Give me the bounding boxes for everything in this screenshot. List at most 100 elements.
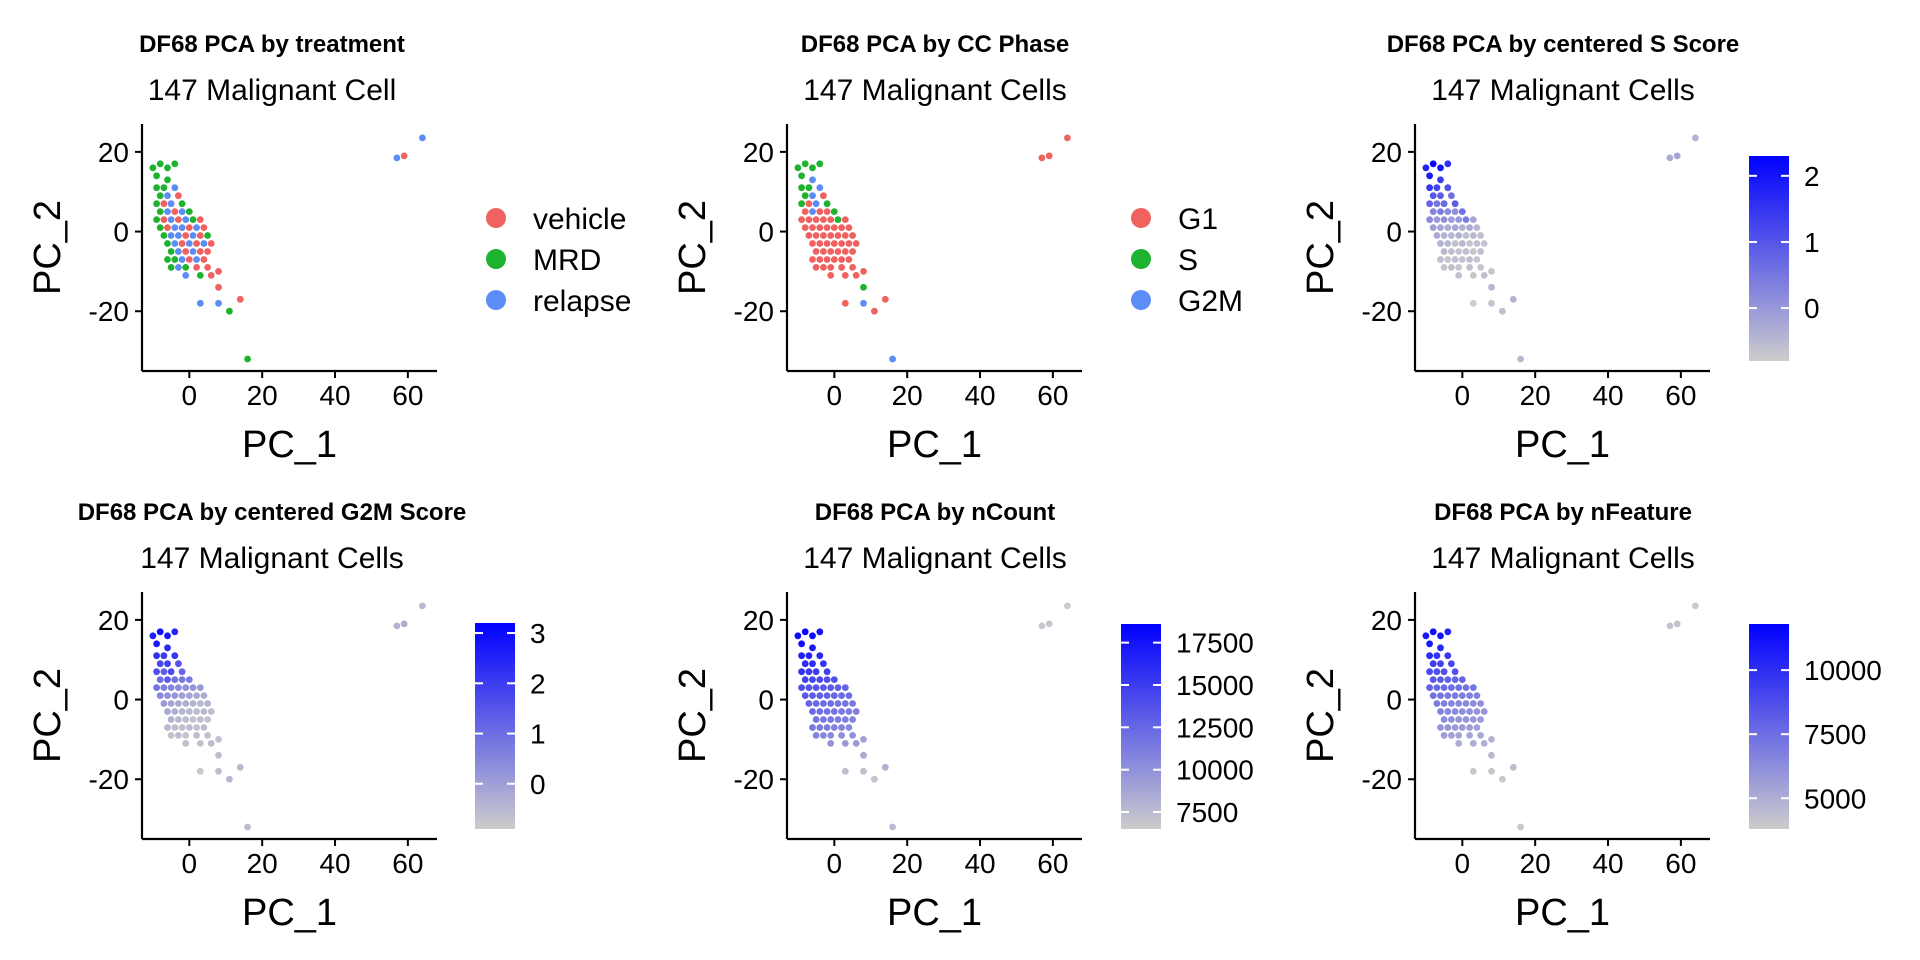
scatter-point [1444, 256, 1452, 263]
scatter-point [1440, 232, 1448, 239]
scatter-point [175, 248, 182, 255]
panel-subtitle: 147 Malignant Cell [148, 74, 396, 107]
scatter-point [816, 184, 824, 192]
scatter-point [178, 200, 186, 208]
scatter-point [823, 724, 831, 731]
scatter-point [820, 192, 827, 200]
scatter-point [153, 668, 161, 676]
scatter-point [852, 240, 860, 247]
scatter-point [189, 716, 197, 723]
scatter-point [1455, 232, 1463, 239]
scatter-point [419, 134, 426, 142]
scatter-point [834, 232, 842, 239]
scatter-point [1469, 767, 1477, 775]
scatter-point [1426, 184, 1433, 192]
scatter-point [175, 716, 182, 723]
scatter-point [1466, 724, 1473, 731]
scatter-point [193, 708, 201, 715]
scatter-point [204, 732, 212, 739]
scatter-point [164, 176, 171, 184]
x-tick-label: 20 [1520, 848, 1551, 879]
scatter-point [1477, 232, 1484, 239]
panel-title: DF68 PCA by treatment [139, 31, 405, 58]
scatter-point [823, 200, 831, 208]
colorbar-label: 12500 [1176, 712, 1254, 743]
scatter-point [1429, 208, 1437, 216]
scatter-point [809, 192, 816, 200]
scatter-point [1444, 692, 1452, 699]
scatter-point [1444, 708, 1452, 715]
scatter-point [193, 256, 201, 263]
scatter-point [1499, 775, 1506, 783]
scatter-point [164, 256, 171, 263]
scatter-point [1437, 644, 1444, 652]
scatter-point [1429, 192, 1437, 200]
scatter-point [244, 823, 252, 831]
scatter-point [156, 224, 164, 232]
scatter-point [809, 256, 816, 263]
scatter-point [153, 172, 161, 180]
scatter-point [185, 240, 193, 247]
y-tick-label: 0 [113, 217, 129, 248]
colorbar-label: 0 [1804, 293, 1820, 324]
panel-title: DF68 PCA by centered G2M Score [78, 499, 467, 526]
scatter-point [834, 716, 842, 723]
scatter-point [849, 248, 856, 255]
scatter-point [167, 232, 175, 239]
scatter-point [1455, 248, 1463, 255]
scatter-point [196, 767, 204, 775]
scatter-point [820, 660, 827, 668]
scatter-point [200, 724, 208, 731]
scatter-point [794, 632, 802, 640]
scatter-point [171, 240, 179, 247]
scatter-point [1433, 700, 1441, 707]
y-tick-label: 0 [1386, 685, 1402, 716]
scatter-point [164, 660, 171, 668]
scatter-point [816, 692, 824, 699]
scatter-point [178, 256, 186, 263]
scatter-point [823, 692, 831, 699]
scatter-point [1473, 708, 1481, 715]
x-tick-label: 40 [964, 848, 995, 879]
scatter-point [204, 248, 212, 255]
y-tick-label: 20 [98, 137, 129, 168]
scatter-point [171, 208, 179, 216]
legend-key-g2m [1131, 290, 1151, 310]
x-tick-label: 20 [892, 380, 923, 411]
colorbar-label: 17500 [1176, 628, 1254, 659]
scatter-point [1437, 256, 1444, 263]
scatter-point [1455, 684, 1463, 691]
x-tick-label: 60 [392, 380, 423, 411]
scatter-point [798, 172, 805, 180]
scatter-point [1458, 224, 1466, 232]
scatter-point [1426, 652, 1433, 660]
scatter-point [178, 224, 186, 232]
legend-key-s [1131, 249, 1151, 269]
legend-label: S [1178, 244, 1198, 277]
scatter-point [849, 700, 856, 707]
y-tick-label: 0 [1386, 217, 1402, 248]
scatter-point [196, 248, 204, 255]
scatter-point [860, 751, 867, 759]
scatter-point [1462, 232, 1470, 239]
scatter-point [860, 268, 867, 275]
scatter-point [820, 684, 827, 691]
scatter-point [830, 708, 838, 715]
scatter-points [794, 134, 1071, 363]
scatter-point [860, 736, 867, 743]
scatter-point [171, 256, 179, 263]
scatter-point [889, 823, 896, 831]
scatter-point [1448, 700, 1455, 707]
scatter-point [1429, 692, 1437, 699]
scatter-point [193, 224, 201, 232]
scatter-point [393, 622, 401, 630]
scatter-point [798, 652, 805, 660]
scatter-point [801, 224, 809, 232]
panel-3: DF68 PCA by centered S Score 147 Malignan… [1300, 31, 1820, 466]
scatter-point [200, 256, 208, 263]
scatter-point [193, 724, 201, 731]
x-tick-label: 60 [1665, 380, 1696, 411]
scatter-point [1477, 248, 1484, 255]
scatter-point [1444, 652, 1452, 660]
scatter-point [156, 660, 164, 668]
